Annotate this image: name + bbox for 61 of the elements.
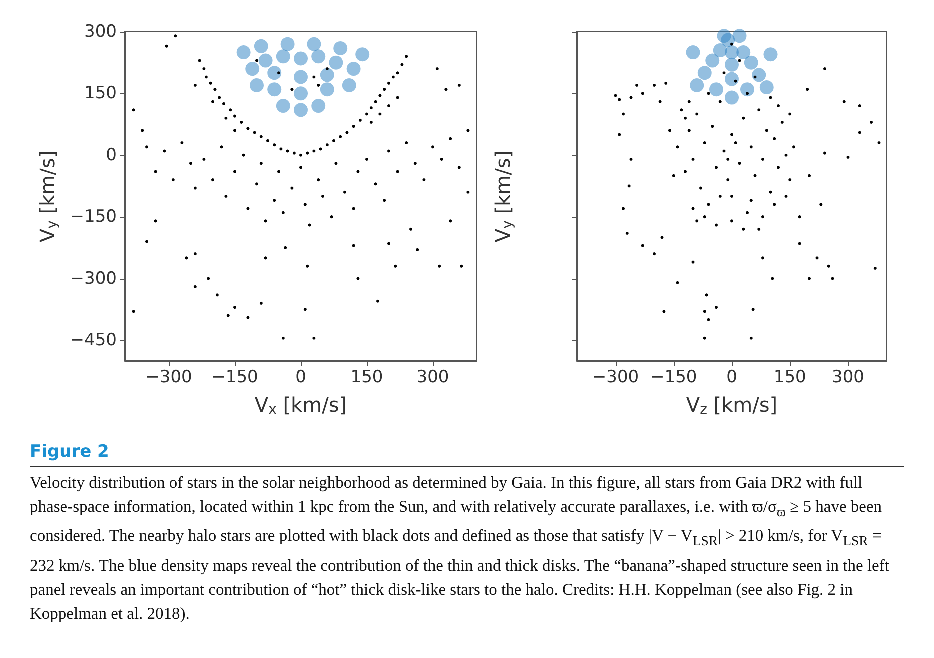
x-tick-label: 300 — [832, 368, 864, 388]
point — [760, 80, 774, 95]
point — [276, 99, 290, 114]
point — [246, 62, 260, 76]
point — [732, 29, 747, 44]
point — [736, 46, 751, 60]
point — [250, 78, 264, 92]
x-tick-label: 300 — [416, 368, 450, 388]
point — [276, 50, 290, 64]
point — [346, 62, 361, 76]
point — [356, 48, 370, 62]
point — [725, 72, 739, 86]
point — [713, 44, 728, 58]
point — [236, 46, 251, 60]
x-tick-label: 0 — [296, 368, 306, 388]
y-axis-title: Vy [km/s] — [35, 150, 60, 243]
y-tick-label: 0 — [106, 145, 117, 166]
point — [280, 37, 295, 52]
x-tick-label: 150 — [774, 368, 806, 388]
x-tick-label: −150 — [212, 368, 258, 388]
point — [752, 68, 766, 82]
point — [334, 41, 348, 56]
point — [717, 29, 732, 44]
y-tick-label: 150 — [84, 84, 117, 104]
point — [764, 48, 778, 62]
point — [294, 52, 308, 66]
point — [706, 54, 720, 68]
y-tick-label: 300 — [84, 22, 117, 42]
x-tick-label: 0 — [726, 368, 738, 388]
x-tick-label: −150 — [650, 368, 698, 388]
y-tick-label: −150 — [70, 207, 117, 228]
point — [320, 82, 334, 97]
point — [320, 68, 334, 82]
point — [254, 39, 268, 54]
point — [342, 78, 356, 92]
point — [294, 86, 308, 101]
point — [690, 78, 704, 92]
text: Figure 2 — [30, 442, 904, 467]
x-tick-label: 150 — [350, 368, 384, 388]
point — [312, 50, 326, 64]
point — [725, 90, 739, 105]
point — [268, 66, 282, 80]
y-tick-label: −450 — [70, 330, 117, 350]
y-axis-title: Vy [km/s] — [491, 150, 516, 243]
point — [258, 54, 273, 68]
point — [740, 82, 754, 97]
point — [294, 103, 308, 118]
x-tick-label: −300 — [592, 368, 640, 388]
point — [329, 56, 344, 70]
point — [710, 82, 724, 97]
point — [312, 99, 326, 114]
point — [698, 66, 712, 80]
point — [744, 56, 758, 70]
point — [307, 37, 322, 52]
point — [268, 82, 282, 97]
text: Velocity distribution of stars in the solar neighborhood as determined by Gaia. In this figure, all stars from Gaia DR2 with full phase-space information, located within 1 kpc from the Sun, and with relatively accurate parallaxes, i.e. with ϖ/σ$_{ϖ}$ ≥ 5 have been considered. The nearby halo stars are plotted with black dots and defined as those that satisfy |V − V$_{LSR}$| > 210 km/s, for V$_{LSR}$ = 232 km/s. The blue density maps reveal the contribution of the thin and thick disks. The “banana”-shaped structure seen in the left panel reveals an important contribution of “hot” thick disk-like stars to the halo. Credits: H.H. Koppelman (see also Fig. 2 in Koppelman et al. 2018). — [30, 473, 890, 623]
y-tick-label: −300 — [70, 268, 117, 289]
point — [725, 58, 739, 72]
point — [686, 46, 700, 60]
point — [294, 70, 308, 84]
x-tick-label: −300 — [146, 368, 192, 388]
